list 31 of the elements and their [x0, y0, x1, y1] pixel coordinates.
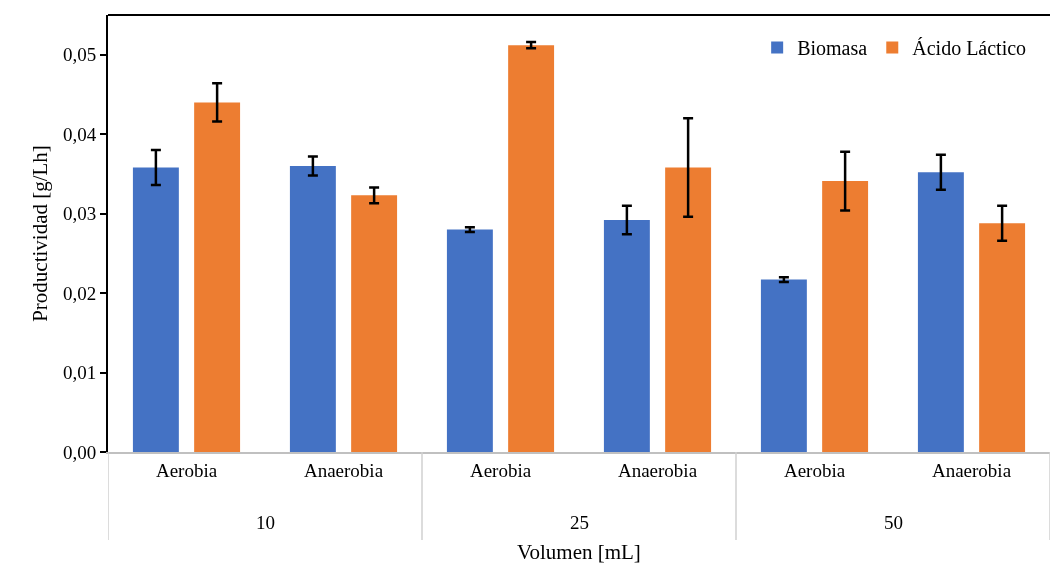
- bar: [289, 165, 336, 452]
- bar: [917, 172, 964, 452]
- legend-label: Ácido Láctico: [912, 37, 1027, 60]
- bar: [665, 167, 712, 452]
- bar: [603, 219, 650, 452]
- text: 50: [884, 512, 903, 533]
- y-tick-label: 0,02: [62, 282, 97, 304]
- x-tick-label: Aerobia: [783, 459, 846, 481]
- text: 25: [570, 512, 589, 533]
- bar: [351, 195, 398, 452]
- x-tick-label: Anaerobia: [617, 459, 698, 481]
- bar: [132, 167, 179, 452]
- text: 10: [256, 512, 275, 533]
- y-tick-label: 0,05: [62, 44, 97, 66]
- y-axis-title: Productividad [g/Lh]: [27, 145, 52, 322]
- x-tick-label: Anaerobia: [931, 459, 1012, 481]
- x-axis-title: Volumen [mL]: [517, 540, 641, 564]
- x-tick-label: Aerobia: [469, 459, 532, 481]
- x-tick-label: Anaerobia: [303, 459, 384, 481]
- bar: [194, 102, 241, 452]
- y-tick-label: 0,00: [62, 441, 97, 463]
- y-tick-label: 0,01: [62, 362, 97, 384]
- y-tick-label: 0,04: [62, 123, 97, 145]
- bar: [760, 279, 807, 452]
- bar: [979, 223, 1026, 452]
- x-tick-label: Aerobia: [155, 459, 218, 481]
- y-tick-label: 0,03: [62, 203, 97, 225]
- legend-label: Biomasa: [797, 37, 868, 60]
- bar: [446, 229, 493, 452]
- bar: [508, 45, 555, 452]
- bar: [822, 181, 869, 452]
